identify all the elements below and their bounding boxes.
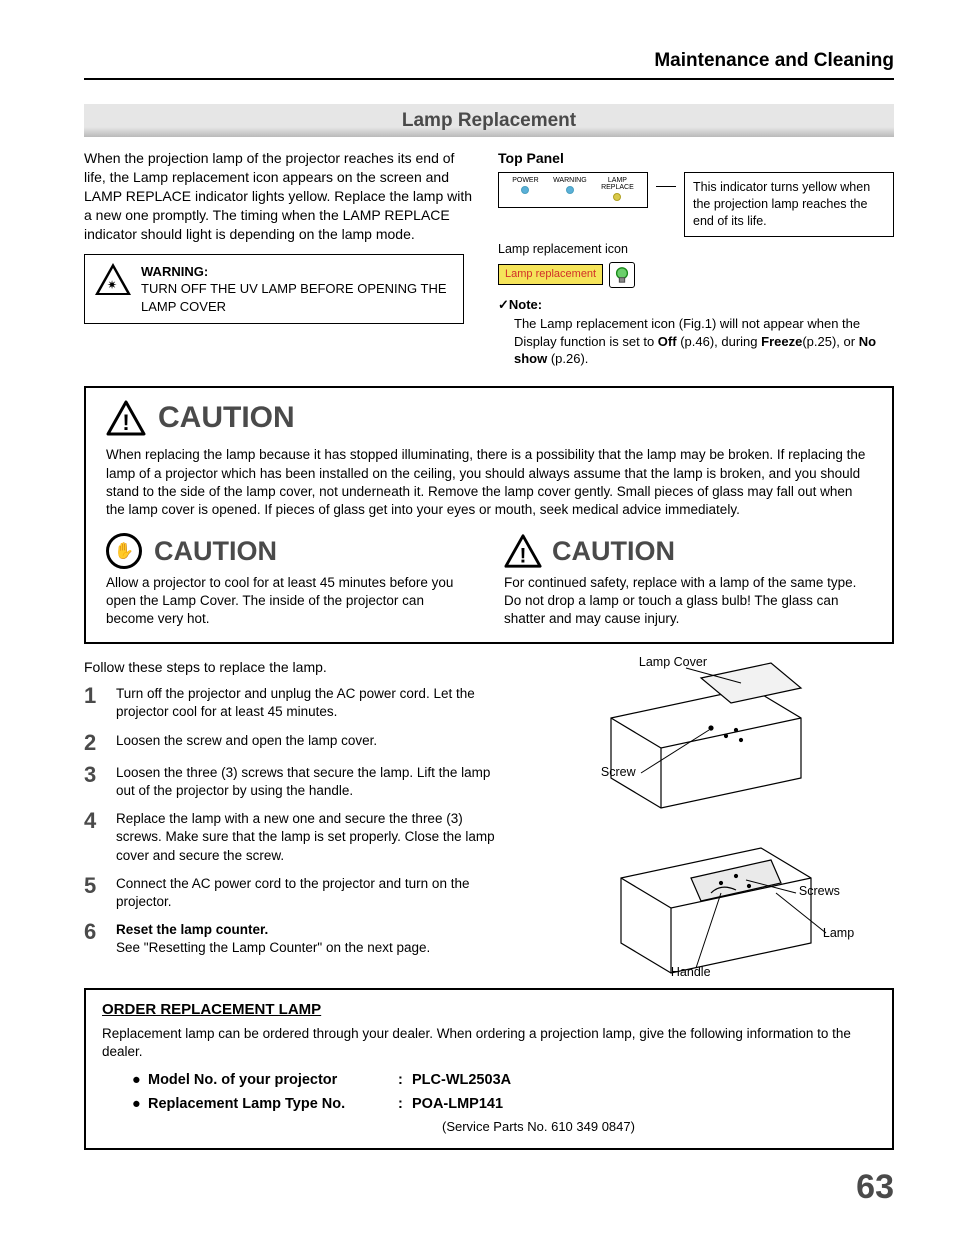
diagram-label-screws: Screws [799, 883, 840, 900]
diagram-label-cover: Lamp Cover [639, 654, 707, 671]
no-touch-icon: ✋ [106, 533, 144, 569]
step-row: 2 Loosen the screw and open the lamp cov… [84, 732, 498, 754]
warning-heading: WARNING: [141, 264, 208, 279]
intro-text: When the projection lamp of the projecto… [84, 149, 474, 243]
step-row: 3 Loosen the three (3) screws that secur… [84, 764, 498, 800]
step-text: Loosen the three (3) screws that secure … [116, 764, 498, 800]
step-row: 1 Turn off the projector and unplug the … [84, 685, 498, 721]
order-row: ● Model No. of your projector : PLC-WL25… [132, 1071, 876, 1091]
order-title: ORDER REPLACEMENT LAMP [102, 1000, 876, 1020]
note-heading: ✓Note: [498, 296, 894, 314]
caution-triangle-icon: ! [106, 400, 146, 436]
indicator-callout: This indicator turns yellow when the pro… [684, 172, 894, 237]
uv-warning-box: ✷ WARNING: TURN OFF THE UV LAMP BEFORE O… [84, 254, 464, 325]
svg-text:!: ! [122, 410, 129, 435]
order-intro: Replacement lamp can be ordered through … [102, 1025, 876, 1061]
caution-body: When replacing the lamp because it has s… [106, 446, 872, 519]
uv-warning-icon: ✷ [95, 263, 131, 295]
order-row: ● Replacement Lamp Type No. : POA-LMP141 [132, 1095, 876, 1115]
page-number: 63 [856, 1165, 894, 1211]
caution-main-box: ! CAUTION When replacing the lamp becaus… [84, 386, 894, 644]
order-key: Model No. of your projector [148, 1071, 398, 1091]
step-row: 6 Reset the lamp counter. See "Resetting… [84, 921, 498, 957]
steps-intro: Follow these steps to replace the lamp. [84, 658, 498, 677]
caution-right-body: For continued safety, replace with a lam… [504, 574, 872, 629]
lamp-bulb-icon [609, 262, 635, 288]
step-number: 6 [84, 921, 102, 957]
step-text: Loosen the screw and open the lamp cover… [116, 732, 377, 754]
indicator-lamp-replace: LAMP REPLACE [601, 177, 634, 191]
note-text: The Lamp replacement icon (Fig.1) will n… [514, 315, 894, 368]
warning-text: TURN OFF THE UV LAMP BEFORE OPENING THE … [141, 281, 447, 314]
step-row: 4 Replace the lamp with a new one and se… [84, 810, 498, 865]
caution-right-word: CAUTION [552, 533, 675, 569]
diagram-label-screw: Screw [601, 764, 636, 781]
step-number: 4 [84, 810, 102, 865]
lamp-replacement-icon: Lamp replacement [498, 262, 894, 288]
section-title: Lamp Replacement [84, 104, 894, 138]
step-number: 2 [84, 732, 102, 754]
callout-line [656, 186, 676, 187]
caution-left-word: CAUTION [154, 533, 277, 569]
step-number: 1 [84, 685, 102, 721]
caution-word: CAUTION [158, 398, 295, 439]
indicator-power: POWER [512, 177, 538, 184]
order-val: POA-LMP141 [412, 1095, 503, 1115]
order-val: PLC-WL2503A [412, 1071, 511, 1091]
step-number: 5 [84, 875, 102, 911]
step-text: Reset the lamp counter. See "Resetting t… [116, 921, 430, 957]
top-panel-diagram: POWER WARNING LAMP REPLACE [498, 172, 648, 208]
lamp-diagram: Lamp Cover Screw Screws Lamp Handle [571, 658, 841, 978]
indicator-warning: WARNING [553, 177, 587, 184]
lamp-icon-text: Lamp replacement [498, 264, 603, 285]
diagram-label-lamp: Lamp [823, 925, 854, 942]
diagram-label-handle: Handle [671, 964, 711, 981]
step-row: 5 Connect the AC power cord to the proje… [84, 875, 498, 911]
caution-triangle-icon: ! [504, 533, 542, 569]
order-replacement-box: ORDER REPLACEMENT LAMP Replacement lamp … [84, 988, 894, 1149]
top-panel-label: Top Panel [498, 149, 894, 168]
order-key: Replacement Lamp Type No. [148, 1095, 398, 1115]
caution-left-body: Allow a projector to cool for at least 4… [106, 574, 474, 629]
step-text: Connect the AC power cord to the project… [116, 875, 498, 911]
order-subval: (Service Parts No. 610 349 0847) [442, 1118, 876, 1136]
step-text: Turn off the projector and unplug the AC… [116, 685, 498, 721]
step-text: Replace the lamp with a new one and secu… [116, 810, 498, 865]
step-number: 3 [84, 764, 102, 800]
lamp-icon-label: Lamp replacement icon [498, 241, 894, 258]
svg-text:!: ! [520, 545, 527, 568]
page-header: Maintenance and Cleaning [84, 48, 894, 80]
